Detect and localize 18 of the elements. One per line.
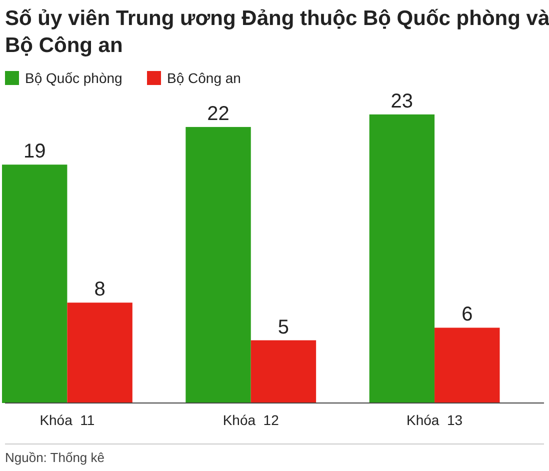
x-tick-label: Khóa 13: [406, 412, 463, 428]
x-tick-label: Khóa 11: [40, 412, 95, 428]
data-label: 22: [207, 102, 230, 125]
bar: [250, 340, 316, 403]
bar: [186, 126, 251, 403]
x-tick-label: Khóa 12: [222, 412, 280, 428]
text: Nguồn: Thống kê: [5, 450, 104, 465]
data-label: 8: [94, 278, 106, 301]
bar: [2, 164, 68, 403]
data-label: 23: [390, 90, 414, 112]
bar: [369, 114, 435, 403]
bar: [434, 328, 500, 403]
legend-label: Bộ Quốc phòng: [25, 70, 122, 86]
legend-label: Bộ Công an: [167, 70, 241, 86]
data-label: 5: [278, 316, 290, 338]
data-label: 6: [462, 304, 473, 326]
bar: [67, 302, 132, 403]
data-label: 19: [23, 140, 46, 163]
